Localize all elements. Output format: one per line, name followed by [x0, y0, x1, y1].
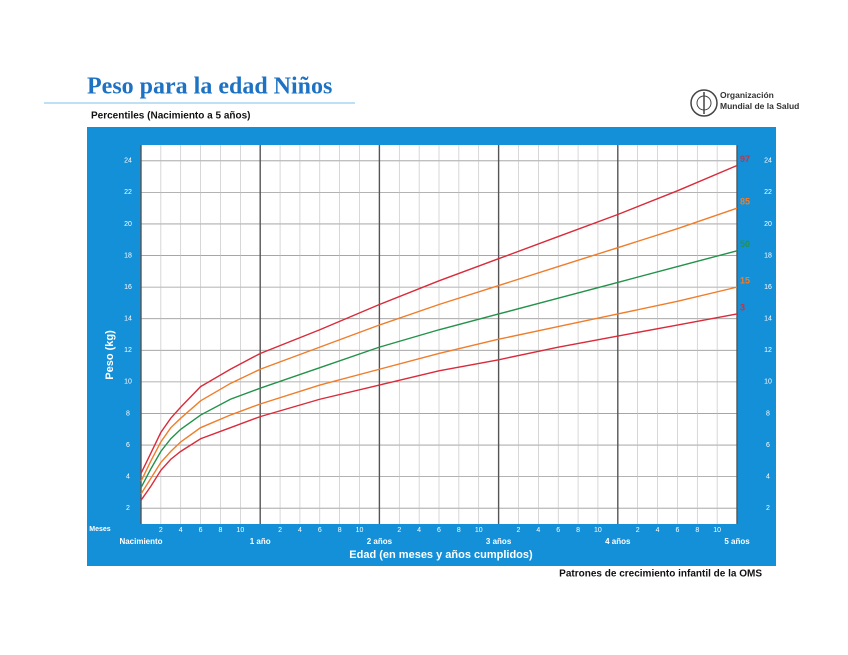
y-tick-label-right: 20	[764, 221, 772, 228]
percentile-line	[140, 286, 738, 495]
y-tick-label-right: 16	[764, 284, 772, 291]
x-minor-tick-label: 4	[656, 527, 660, 534]
percentile-line	[140, 250, 738, 489]
y-tick-label-right: 2	[766, 505, 770, 512]
y-tick-label: 24	[124, 158, 132, 165]
x-minor-tick-label: 8	[576, 527, 580, 534]
y-tick-label-right: 22	[764, 189, 772, 196]
percentile-line	[140, 313, 738, 501]
x-tick-label: 2 años	[367, 537, 393, 546]
x-tick-label: 1 año	[250, 537, 271, 546]
x-minor-tick-label: 2	[517, 527, 521, 534]
y-tick-label: 6	[126, 442, 130, 449]
y-tick-label-right: 10	[764, 379, 772, 386]
x-tick-label: 5 años	[724, 537, 750, 546]
x-minor-tick-label: 10	[713, 527, 721, 534]
y-tick-label-right: 14	[764, 316, 772, 323]
y-tick-label: 14	[124, 316, 132, 323]
x-minor-tick-label: 10	[475, 527, 483, 534]
x-minor-tick-label: 6	[437, 527, 441, 534]
x-minor-tick-label: 2	[397, 527, 401, 534]
y-tick-label: 22	[124, 189, 132, 196]
logo	[690, 89, 718, 117]
y-tick-label-right: 8	[766, 410, 770, 417]
org-name: Organización Mundial de la Salud	[720, 90, 800, 111]
series-label: 50	[740, 239, 750, 249]
x-minor-tick-label: 6	[318, 527, 322, 534]
x-minor-tick-label: 8	[695, 527, 699, 534]
x-minor-tick-label: 6	[556, 527, 560, 534]
x-minor-tick-label: 4	[536, 527, 540, 534]
y-tick-label: 4	[126, 473, 130, 480]
y-axis-label: Peso (kg)	[104, 330, 116, 380]
x-minor-tick-label: 2	[278, 527, 282, 534]
y-tick-label-right: 6	[766, 442, 770, 449]
x-minor-tick-label: 10	[594, 527, 602, 534]
y-tick-label: 12	[124, 347, 132, 354]
x-minor-tick-label: 6	[675, 527, 679, 534]
x-tick-label: 4 años	[605, 537, 631, 546]
footer: Patrones de crecimiento infantil de la O…	[559, 569, 762, 580]
y-tick-label: 8	[126, 410, 130, 417]
x-tick-label: 3 años	[486, 537, 512, 546]
series-label: 15	[740, 276, 750, 286]
y-tick-label-right: 18	[764, 252, 772, 259]
y-tick-label: 10	[124, 379, 132, 386]
x-tick-label: Nacimiento	[119, 537, 162, 546]
chart-subtitle: Percentiles (Nacimiento a 5 años)	[91, 111, 251, 122]
y-tick-label-right: 12	[764, 347, 772, 354]
x-minor-tick-label: 4	[298, 527, 302, 534]
x-minor-tick-label: 8	[219, 527, 223, 534]
x-minor-tick-label: 2	[636, 527, 640, 534]
x-axis-label: Edad (en meses y años cumplidos)	[349, 549, 533, 561]
org-box: Organización Mundial de la Salud	[720, 90, 800, 111]
series-label: 85	[740, 197, 750, 207]
x-minor-tick-label: 4	[417, 527, 421, 534]
x-minor-tick-label: 4	[179, 527, 183, 534]
series-label: 97	[740, 154, 750, 164]
x-minor-tick-label: 6	[199, 527, 203, 534]
y-tick-label: 16	[124, 284, 132, 291]
y-tick-label: 2	[126, 505, 130, 512]
y-tick-label-right: 24	[764, 158, 772, 165]
y-tick-label: 20	[124, 221, 132, 228]
x-minor-tick-label: 8	[338, 527, 342, 534]
series-label: 3	[740, 302, 745, 312]
y-tick-label-right: 4	[766, 473, 770, 480]
percentile-line	[140, 164, 738, 474]
percentile-line	[140, 207, 738, 482]
x-minor-tick-label: 2	[159, 527, 163, 534]
x-unit-label: Meses	[89, 526, 111, 533]
x-minor-tick-label: 10	[236, 527, 244, 534]
x-minor-tick-label: 8	[457, 527, 461, 534]
chart-title: Peso para la edad Niños	[87, 74, 332, 100]
x-minor-tick-label: 10	[356, 527, 364, 534]
y-tick-label: 18	[124, 252, 132, 259]
